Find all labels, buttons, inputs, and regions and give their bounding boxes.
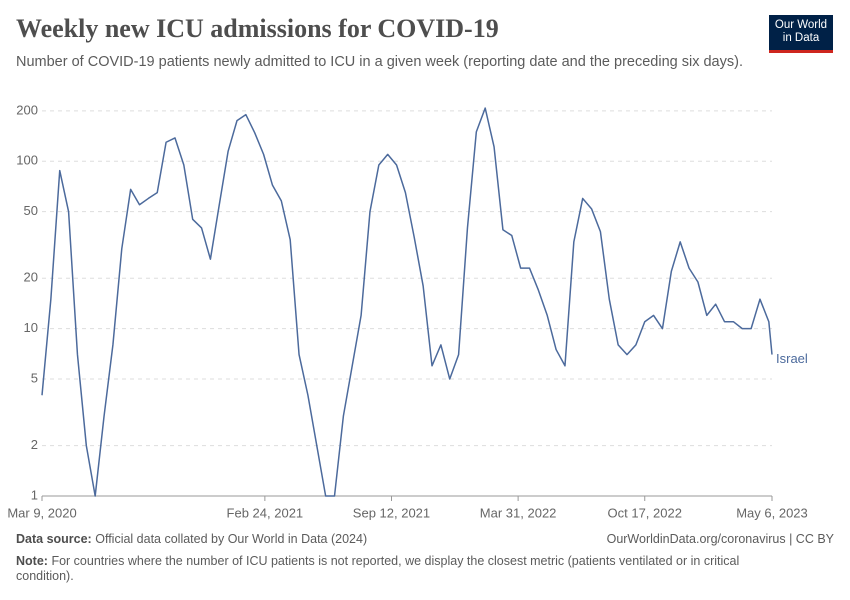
source-text: Official data collated by Our World in D…: [95, 532, 368, 546]
source-url[interactable]: OurWorldinData.org/coronavirus | CC BY: [606, 532, 834, 546]
logo[interactable]: Our World in Data: [769, 15, 833, 53]
logo-text: in Data: [782, 32, 820, 44]
y-tick-label: 100: [16, 153, 38, 168]
x-tick-label: Mar 31, 2022: [480, 505, 557, 520]
x-tick-label: Sep 12, 2021: [353, 505, 430, 520]
y-tick-label: 2: [31, 437, 38, 452]
chart-title: Weekly new ICU admissions for COVID-19: [16, 14, 499, 43]
note-text: For countries where the number of ICU pa…: [16, 554, 740, 583]
y-tick-label: 20: [24, 270, 38, 285]
y-tick-label: 200: [16, 102, 38, 117]
chart: 1 2 5 10 20 50 100 200 Mar 9, 2020 Feb 24, 2021 Se…: [7, 102, 808, 520]
y-tick-label: 50: [24, 203, 38, 218]
note-label: Note:: [16, 554, 48, 568]
x-tick-label: Mar 9, 2020: [7, 505, 76, 520]
line: [41, 107, 773, 497]
y-tick-label: 5: [31, 370, 38, 385]
logo-text: Our World: [774, 19, 828, 31]
x-tick-label: Feb 24, 2021: [227, 505, 304, 520]
series-label: Israel: [776, 351, 808, 366]
y-tick-label: 1: [31, 487, 38, 502]
x-tick-label: May 6, 2023: [736, 505, 808, 520]
chart-subtitle: Number of COVID-19 patients newly admitt…: [16, 54, 743, 70]
source: Data source: Official data collated by O…: [16, 532, 834, 547]
x-tick-label: Oct 17, 2022: [608, 505, 682, 520]
source-label: Data source:: [16, 532, 92, 546]
note: Note: For countries where the number of …: [16, 554, 796, 584]
y-tick-label: 10: [24, 320, 38, 335]
